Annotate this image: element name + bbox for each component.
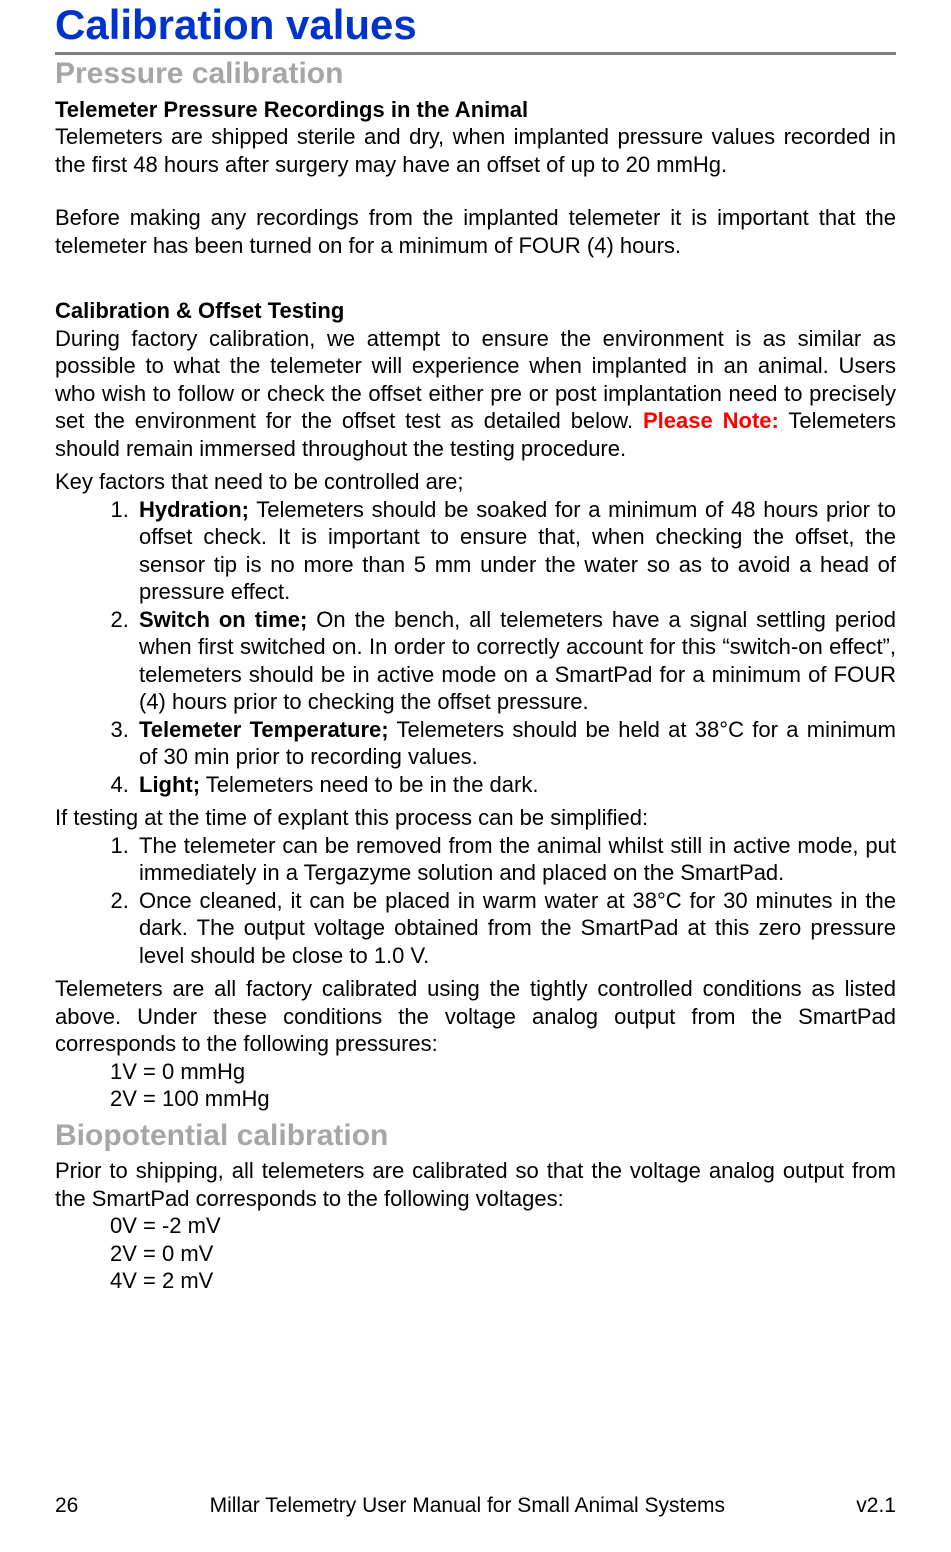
voltage-line: 4V = 2 mV (110, 1267, 896, 1295)
key-factor-label: Switch on time; (139, 607, 307, 632)
explant-steps-list: The telemeter can be removed from the an… (55, 832, 896, 970)
sub1-title: Telemeter Pressure Recordings in the Ani… (55, 96, 896, 124)
list-item: Hydration; Telemeters should be soaked f… (135, 496, 896, 606)
footer-version: v2.1 (856, 1494, 896, 1518)
list-item: Switch on time; On the bench, all teleme… (135, 606, 896, 716)
please-note-label: Please Note: (643, 408, 779, 433)
key-factors-intro: Key factors that need to be controlled a… (55, 468, 896, 496)
footer: 26 Millar Telemetry User Manual for Smal… (55, 1494, 896, 1518)
sub2-title: Calibration & Offset Testing (55, 297, 896, 325)
pressure-voltage-map: 1V = 0 mmHg 2V = 100 mmHg (110, 1058, 896, 1113)
bio-voltage-map: 0V = -2 mV 2V = 0 mV 4V = 2 mV (110, 1212, 896, 1295)
list-item: Light; Telemeters need to be in the dark… (135, 771, 896, 799)
page-title: Calibration values (55, 0, 896, 48)
list-item: Telemeter Temperature; Telemeters should… (135, 716, 896, 771)
key-factor-label: Hydration; (139, 497, 249, 522)
factory-p: Telemeters are all factory calibrated us… (55, 975, 896, 1058)
footer-page-number: 26 (55, 1494, 78, 1518)
explant-intro: If testing at the time of explant this p… (55, 804, 896, 832)
bio-p1: Prior to shipping, all telemeters are ca… (55, 1157, 896, 1212)
key-factor-label: Light; (139, 772, 200, 797)
key-factors-list: Hydration; Telemeters should be soaked f… (55, 496, 896, 799)
voltage-line: 2V = 100 mmHg (110, 1085, 896, 1113)
key-factor-label: Telemeter Temperature; (139, 717, 389, 742)
sub1-p2: Before making any recordings from the im… (55, 204, 896, 259)
page: Calibration values Pressure calibration … (0, 0, 951, 1552)
list-item: The telemeter can be removed from the an… (135, 832, 896, 887)
pressure-heading: Pressure calibration (55, 57, 896, 92)
title-rule (55, 52, 896, 55)
key-factor-text: Telemeters need to be in the dark. (200, 772, 538, 797)
key-factor-text: Telemeters should be soaked for a minimu… (139, 497, 896, 605)
bio-heading: Biopotential calibration (55, 1119, 896, 1154)
sub2-p1: During factory calibration, we attempt t… (55, 325, 896, 463)
voltage-line: 1V = 0 mmHg (110, 1058, 896, 1086)
sub1-p1: Telemeters are shipped sterile and dry, … (55, 123, 896, 178)
voltage-line: 0V = -2 mV (110, 1212, 896, 1240)
footer-title: Millar Telemetry User Manual for Small A… (210, 1494, 725, 1518)
list-item: Once cleaned, it can be placed in warm w… (135, 887, 896, 970)
voltage-line: 2V = 0 mV (110, 1240, 896, 1268)
